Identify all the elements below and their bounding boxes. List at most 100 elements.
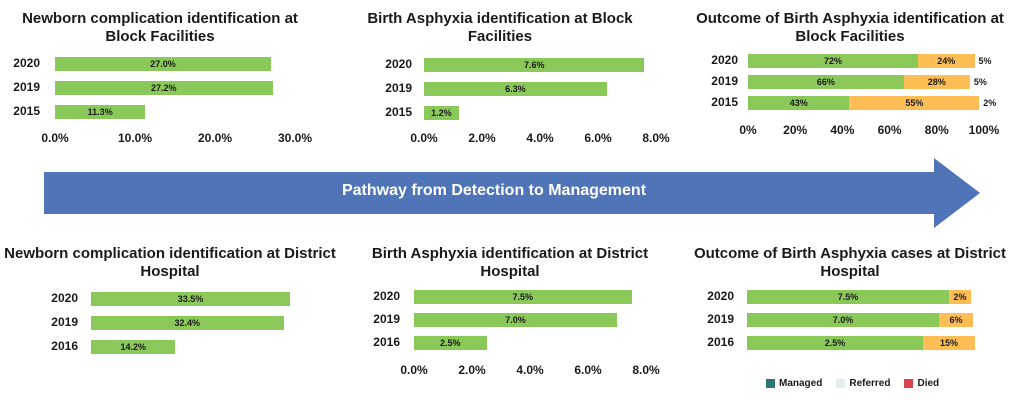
- bar-value-label: 6.3%: [505, 84, 526, 94]
- y-tick-label: 2020: [13, 56, 40, 70]
- x-tick-label: 60%: [877, 123, 902, 137]
- y-tick-label: 2019: [711, 74, 738, 88]
- x-tick-label: 80%: [924, 123, 949, 137]
- chart-title: Newborn complication identification at B…: [22, 10, 298, 45]
- bar: [91, 340, 176, 354]
- bar-value-label: 14.2%: [120, 342, 146, 352]
- legend-label: Managed: [779, 378, 823, 389]
- pathway-arrow: [44, 158, 980, 228]
- bar: [414, 313, 617, 327]
- bar-segment: [903, 75, 970, 89]
- bar: [91, 316, 284, 330]
- bar-value-label: 7.5%: [512, 292, 533, 302]
- chart-title: Outcome of Birth Asphyxia cases at Distr…: [693, 245, 1007, 280]
- bar: [414, 290, 632, 304]
- bar-value-label: 28%: [927, 77, 946, 87]
- bar-value-label: 6%: [949, 315, 963, 325]
- bar-value-label: 7.6%: [523, 60, 545, 70]
- bar-value-label: 15%: [939, 338, 958, 348]
- bar-value-label: 1.2%: [431, 108, 452, 118]
- bar-segment: [747, 313, 939, 327]
- chart-title: Newborn complication identification at D…: [4, 245, 336, 280]
- x-tick-label: 30.0%: [277, 131, 313, 145]
- y-tick-label: 2020: [707, 289, 734, 303]
- bar-segment: [747, 290, 949, 304]
- bar-value-label: 43%: [789, 98, 808, 108]
- chart-title: Birth Asphyxia identification at Distric…: [371, 245, 649, 280]
- bar-value-label: 32.4%: [174, 318, 201, 328]
- bar-segment: [748, 75, 904, 89]
- pathway-arrow-shape: [44, 158, 980, 228]
- x-tick-label: 8.0%: [632, 363, 660, 377]
- pathway-arrow-label: Pathway from Detection to Management: [341, 182, 647, 199]
- x-tick-label: 20%: [783, 123, 808, 137]
- bar-segment: [748, 96, 850, 110]
- bar-value-label: 27.0%: [150, 59, 176, 69]
- bar: [414, 336, 487, 350]
- y-tick-label: 2020: [51, 291, 78, 305]
- legend-label: Died: [917, 378, 940, 389]
- bar-value-label: 7.0%: [832, 315, 854, 325]
- y-tick-label: 2019: [707, 312, 734, 326]
- bar: [55, 105, 146, 119]
- x-tick-label: 100%: [968, 123, 1000, 137]
- bar-value-label: 33.5%: [177, 294, 204, 304]
- legend-label: Referred: [849, 378, 891, 389]
- y-tick-label: 2016: [51, 339, 78, 353]
- x-tick-label: 4.0%: [526, 131, 554, 145]
- y-tick-label: 2019: [51, 315, 78, 329]
- y-tick-label: 2020: [373, 289, 400, 303]
- y-tick-label: 2019: [13, 80, 40, 94]
- bar-segment: [949, 290, 971, 304]
- legend-swatch: [836, 379, 846, 388]
- bar: [424, 106, 459, 120]
- x-tick-label: 10.0%: [117, 131, 153, 145]
- y-tick-label: 2020: [711, 53, 738, 67]
- x-tick-label: 0.0%: [410, 131, 438, 145]
- chart-title: Birth Asphyxia identification at Block F…: [367, 10, 633, 45]
- legend-swatch: [766, 379, 775, 388]
- legend-item: Died: [904, 378, 939, 389]
- bar-segment: [747, 336, 923, 350]
- x-tick-label: 20.0%: [197, 131, 233, 145]
- y-tick-label: 2019: [373, 312, 400, 326]
- bar-value-label: 5%: [978, 56, 992, 66]
- legend-item: Managed: [766, 378, 822, 389]
- chart-title: Outcome of Birth Asphyxia identification…: [696, 10, 1004, 45]
- bar-value-label: 72%: [823, 56, 842, 66]
- bar-value-label: 2%: [953, 292, 967, 302]
- y-tick-label: 2015: [385, 105, 412, 119]
- outcome-legend: Managed Referred Died: [766, 378, 939, 389]
- x-tick-label: 8.0%: [642, 131, 670, 145]
- y-tick-label: 2020: [385, 57, 412, 71]
- bar: [55, 57, 271, 71]
- bar-value-label: 7.0%: [505, 315, 526, 325]
- bar-value-label: 2%: [983, 98, 997, 108]
- bar-segment: [923, 336, 975, 350]
- bar-value-label: 5%: [973, 77, 987, 87]
- bar-value-label: 27.2%: [151, 83, 177, 93]
- y-tick-label: 2015: [13, 104, 40, 118]
- x-tick-label: 2.0%: [468, 131, 496, 145]
- bar: [424, 58, 645, 72]
- bar: [91, 292, 291, 306]
- bar-value-label: 66%: [816, 77, 835, 87]
- y-tick-label: 2016: [373, 335, 400, 349]
- x-tick-label: 0.0%: [41, 131, 69, 145]
- bar-value-label: 7.5%: [837, 292, 859, 302]
- bar-segment: [849, 96, 980, 110]
- x-tick-label: 0.0%: [400, 363, 428, 377]
- x-tick-label: 2.0%: [458, 363, 486, 377]
- x-tick-label: 40%: [830, 123, 855, 137]
- x-tick-label: 0%: [739, 123, 757, 137]
- bar-value-label: 55%: [905, 98, 924, 108]
- bar: [424, 82, 607, 96]
- bar-value-label: 11.3%: [87, 107, 113, 117]
- y-tick-label: 2019: [385, 81, 412, 95]
- bar-segment: [748, 54, 918, 68]
- bar-segment: [917, 54, 975, 68]
- bar-value-label: 24%: [937, 56, 956, 66]
- x-tick-label: 6.0%: [574, 363, 602, 377]
- y-tick-label: 2015: [711, 95, 738, 109]
- x-tick-label: 4.0%: [516, 363, 544, 377]
